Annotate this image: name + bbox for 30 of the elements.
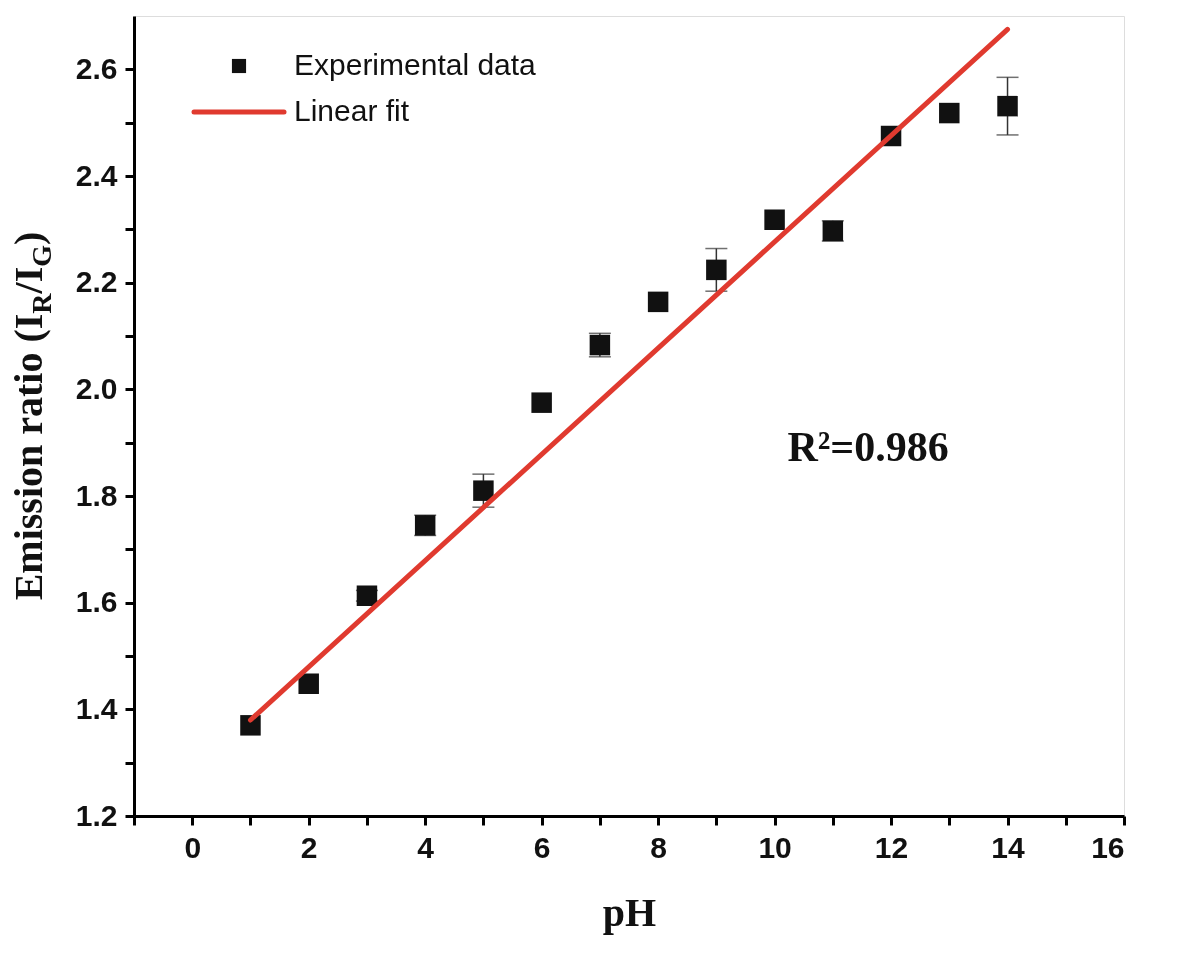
- point: [647, 291, 669, 313]
- point: [298, 673, 319, 694]
- x-tick-label: 14: [991, 830, 1026, 864]
- y-tick-label: 2.6: [75, 51, 118, 85]
- y-tick-label: 1.2: [75, 798, 118, 832]
- x-tick-label: 6: [533, 830, 551, 864]
- y-tick-label: 2.0: [75, 371, 118, 405]
- y-axis-title: Emission ratio (IR/IG): [6, 231, 57, 601]
- point: [939, 102, 960, 124]
- point: [531, 392, 552, 413]
- x-axis-title: pH: [602, 889, 657, 935]
- x-tick-label: 16: [1091, 830, 1125, 864]
- y-tick-label: 1.6: [75, 585, 118, 619]
- point: [706, 259, 727, 281]
- y-tick-label: 1.8: [75, 478, 118, 512]
- x-tick-label: 0: [184, 830, 202, 864]
- x-tick-label: 12: [874, 830, 909, 864]
- y-tick-label: 2.2: [75, 265, 118, 299]
- x-tick-label: 10: [758, 830, 792, 864]
- annotation: R²=0.986: [787, 424, 949, 470]
- point: [473, 480, 494, 501]
- x-tick-label: 2: [300, 830, 318, 864]
- x-tick-label: 8: [650, 830, 667, 864]
- legend-label: Linear fit: [294, 94, 410, 127]
- point: [997, 95, 1018, 117]
- y-tick-label: 2.4: [75, 158, 118, 192]
- y-tick-label: 1.4: [75, 691, 118, 725]
- legend-label: Experimental data: [294, 48, 537, 81]
- point: [764, 209, 785, 230]
- x-tick-label: 4: [417, 830, 435, 864]
